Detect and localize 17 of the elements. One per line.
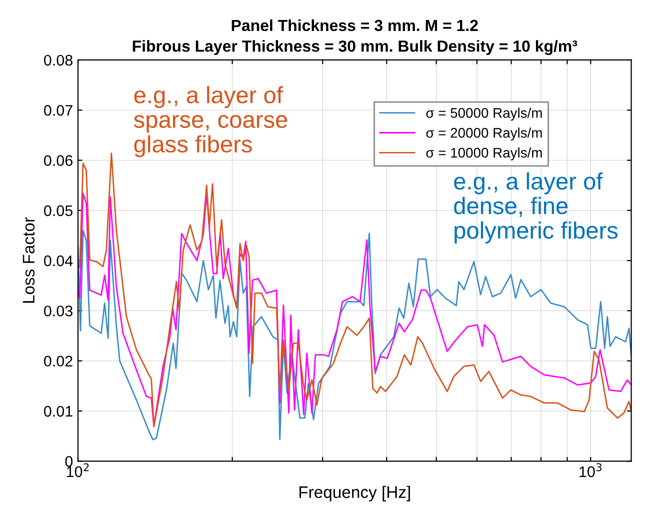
y-axis-title: Loss Factor	[22, 217, 35, 303]
annotation: e.g., a layer of dense, fine polymeric fibers	[454, 172, 618, 244]
y-tick-label: 0.06	[44, 155, 72, 166]
legend-label: σ = 10000 Rayls/m	[426, 147, 542, 160]
x-tick-label: 10$^{3}$	[580, 463, 602, 478]
legend-label: σ = 20000 Rayls/m	[426, 128, 542, 140]
legend-label: σ = 50000 Rayls/m	[426, 108, 542, 121]
annotation: e.g., a layer of sparse, coarse glass fibers	[134, 86, 288, 158]
y-tick-label: 0.05	[44, 205, 72, 216]
y-tick-label: 0.02	[44, 356, 72, 367]
chart-title: Panel Thickness = 3 mm. M = 1.2 Fibrous Layer Thickness = 30 mm. Bulk Density = 10 kg/m³	[132, 19, 578, 56]
y-tick-label: 0.01	[44, 406, 72, 417]
y-tick-label: 0.08	[44, 54, 72, 66]
x-axis-title: Frequency [Hz]	[299, 486, 410, 502]
y-tick-label: 0.04	[44, 255, 73, 266]
y-tick-label: 0.07	[44, 104, 72, 116]
y-tick-label: 0.03	[44, 306, 72, 316]
